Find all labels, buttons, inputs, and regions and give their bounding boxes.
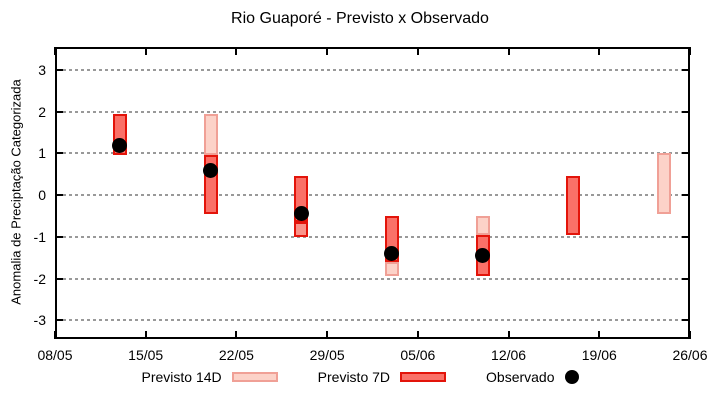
- x-tick-label: 12/06: [491, 347, 527, 363]
- y-tick-label: 2: [38, 103, 46, 120]
- legend-label-observado: Observado: [486, 369, 555, 385]
- x-tick-mark: [326, 47, 329, 55]
- legend-label-previsto-14d: Previsto 14D: [141, 369, 222, 385]
- x-tick-mark: [689, 47, 691, 55]
- observed-dot: [475, 248, 491, 264]
- x-tick-mark: [54, 47, 56, 55]
- y-tick-mark: [55, 277, 63, 280]
- gridline-y--1: [57, 235, 688, 238]
- y-tick-mark: [55, 152, 63, 155]
- observed-dot: [203, 162, 218, 178]
- y-tick-label: -2: [33, 270, 46, 287]
- observed-dot: [293, 206, 309, 222]
- legend-item-previsto-14d: Previsto 14D: [142, 369, 278, 385]
- x-tick-mark: [144, 331, 147, 339]
- x-tick-mark: [507, 47, 510, 55]
- x-tick-mark: [689, 331, 691, 339]
- y-tick-mark: [682, 68, 690, 71]
- x-tick-mark: [54, 331, 56, 339]
- forecast-bar-14d-segment: [203, 113, 218, 156]
- y-tick-mark: [55, 68, 63, 71]
- x-tick-mark: [326, 331, 329, 339]
- forecast-bar-14d-segment: [475, 215, 490, 235]
- x-tick-label: 22/05: [218, 347, 254, 363]
- y-tick-mark: [682, 235, 690, 238]
- x-tick-label: 08/05: [37, 347, 73, 363]
- legend-swatch-previsto-14d: [231, 372, 278, 382]
- y-tick-label: 1: [38, 145, 46, 162]
- x-tick-mark: [235, 47, 238, 55]
- y-tick-mark: [682, 319, 690, 322]
- observed-dot: [384, 245, 400, 261]
- gridline-y-2: [57, 110, 688, 113]
- gridline-y-3: [57, 68, 688, 71]
- legend-item-previsto-7d: Previsto 7D: [317, 369, 447, 385]
- forecast-bar-7d-segment: [566, 176, 581, 235]
- legend-swatch-previsto-7d: [400, 372, 447, 382]
- y-tick-label: 3: [38, 61, 46, 78]
- x-tick-label: 19/06: [581, 347, 617, 363]
- y-tick-label: 0: [38, 187, 46, 204]
- chart-title: Rio Guaporé - Previsto x Observado: [231, 10, 489, 27]
- x-tick-mark: [507, 331, 510, 339]
- y-tick-mark: [55, 194, 63, 197]
- x-tick-label: 29/05: [309, 347, 345, 363]
- gridline-y-1: [57, 152, 688, 155]
- y-tick-mark: [55, 319, 63, 322]
- forecast-bar-14d-segment: [657, 153, 672, 214]
- gridline-y--3: [57, 319, 688, 322]
- y-tick-mark: [55, 235, 63, 238]
- legend-item-observado: Observado: [486, 369, 579, 385]
- y-tick-mark: [682, 110, 690, 113]
- x-tick-label: 26/06: [672, 347, 708, 363]
- legend-swatch-observado-dot: [564, 370, 579, 384]
- x-tick-mark: [235, 331, 238, 339]
- x-tick-mark: [416, 47, 419, 55]
- plot-border: [55, 47, 690, 339]
- x-tick-mark: [416, 331, 419, 339]
- x-tick-label: 15/05: [128, 347, 164, 363]
- y-tick-mark: [682, 277, 690, 280]
- x-tick-mark: [598, 47, 601, 55]
- y-tick-label: -1: [33, 228, 46, 245]
- x-tick-mark: [144, 47, 147, 55]
- y-tick-mark: [682, 152, 690, 155]
- y-tick-label: -3: [33, 312, 46, 329]
- observed-dot: [112, 137, 128, 153]
- x-tick-mark: [598, 331, 601, 339]
- y-tick-mark: [55, 110, 63, 113]
- x-tick-label: 05/06: [400, 347, 436, 363]
- y-tick-mark: [682, 194, 690, 197]
- legend-label-previsto-7d: Previsto 7D: [317, 369, 391, 385]
- forecast-bar-14d-segment: [384, 261, 399, 277]
- gridline-y-0: [57, 194, 688, 197]
- forecast-bar-overlap-segment: [294, 222, 309, 237]
- chart-legend: Previsto 14D Previsto 7D Observado: [0, 369, 720, 385]
- plot-area: [54, 47, 691, 339]
- gridline-y--2: [57, 277, 688, 280]
